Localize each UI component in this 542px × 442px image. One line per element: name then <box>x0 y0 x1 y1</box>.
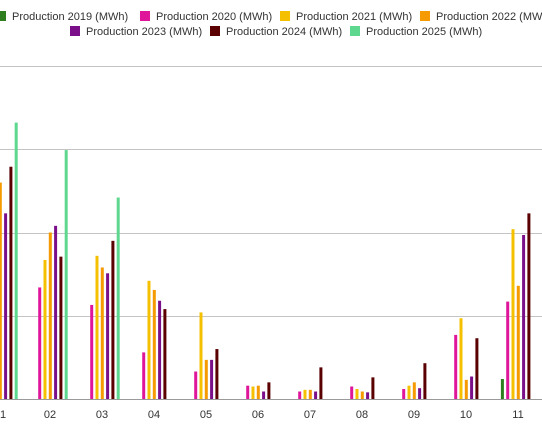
bar-02-3 <box>43 259 47 399</box>
legend-label: Production 2020 (MWh) <box>156 11 272 23</box>
legend-swatch <box>70 26 80 36</box>
legend-swatch <box>140 11 150 21</box>
bar-09-4 <box>412 382 416 399</box>
x-tick-label: 03 <box>96 409 108 421</box>
bar-05-3 <box>199 312 203 399</box>
bar-01-5 <box>4 213 8 399</box>
bar-03-4 <box>100 267 104 399</box>
bar-10-4 <box>464 379 468 399</box>
x-tick-label: 04 <box>148 409 160 421</box>
bar-06-4 <box>256 385 260 399</box>
bar-04-6 <box>163 309 167 399</box>
bar-09-2 <box>402 389 406 399</box>
bar-03-7 <box>116 197 120 399</box>
bar-05-4 <box>204 359 208 399</box>
bar-06-3 <box>251 386 255 399</box>
bar-05-2 <box>194 371 198 399</box>
bar-04-2 <box>142 352 146 399</box>
bar-06-5 <box>262 391 266 399</box>
legend-label: Production 2021 (MWh) <box>296 11 412 23</box>
bar-05-6 <box>215 349 219 399</box>
legend-item: Production 2024 (MWh) <box>210 26 342 38</box>
legend-swatch <box>420 11 430 21</box>
legend-label: Production 2019 (MWh) <box>12 11 128 23</box>
bar-10-6 <box>475 338 479 399</box>
bar-03-5 <box>106 273 110 399</box>
x-tick-label: 08 <box>356 409 368 421</box>
bar-08-3 <box>355 389 359 399</box>
bar-07-3 <box>303 389 307 399</box>
legend-item: Production 2019 (MWh) <box>0 11 128 23</box>
x-tick-label: 09 <box>408 409 420 421</box>
legend-label: Production 2023 (MWh) <box>86 26 202 38</box>
bar-11-6 <box>527 213 531 399</box>
bar-01-4 <box>0 182 2 399</box>
bar-09-5 <box>418 388 422 399</box>
bar-08-5 <box>366 392 370 399</box>
bar-04-3 <box>147 280 151 399</box>
x-tick-label: 07 <box>304 409 316 421</box>
x-tick-label: 10 <box>460 409 472 421</box>
bar-02-2 <box>38 287 42 399</box>
x-tick-label: 01 <box>0 409 6 421</box>
legend: Production 2019 (MWh) Production 2020 (MW… <box>0 11 542 38</box>
x-tick-labels: 01 02 03 04 05 06 07 08 09 10 11 <box>0 409 524 421</box>
bar-01-6 <box>9 166 13 399</box>
legend-item: Production 2021 (MWh) <box>280 11 412 23</box>
bars <box>0 122 531 400</box>
bar-07-6 <box>319 367 323 399</box>
bar-03-3 <box>95 255 99 399</box>
legend-item: Production 2023 (MWh) <box>70 26 202 38</box>
bar-10-3 <box>459 318 463 399</box>
legend-label: Production 2025 (MWh) <box>366 26 482 38</box>
legend-swatch <box>350 26 360 36</box>
bar-04-4 <box>152 289 156 399</box>
bar-09-6 <box>423 363 427 399</box>
bar-08-6 <box>371 377 375 399</box>
bar-06-6 <box>267 382 271 399</box>
bar-07-5 <box>314 391 318 399</box>
legend-item: Production 2025 (MWh) <box>350 26 482 38</box>
bar-11-5 <box>522 235 526 399</box>
bar-11-2 <box>506 301 510 399</box>
bar-04-5 <box>158 300 162 399</box>
bar-03-6 <box>111 240 115 399</box>
x-tick-label: 06 <box>252 409 264 421</box>
x-tick-label: 02 <box>44 409 56 421</box>
bar-02-4 <box>48 232 52 399</box>
bar-09-3 <box>407 385 411 399</box>
bar-02-7 <box>64 150 68 399</box>
bar-07-4 <box>308 389 312 399</box>
legend-item: Production 2020 (MWh) <box>140 11 272 23</box>
x-tick-label: 05 <box>200 409 212 421</box>
bar-03-2 <box>90 304 94 399</box>
bar-11-4 <box>516 285 520 399</box>
legend-swatch <box>0 11 6 21</box>
bar-06-2 <box>246 385 250 399</box>
x-tick-label: 11 <box>512 409 523 421</box>
bar-10-2 <box>454 334 458 399</box>
bar-10-5 <box>470 376 474 399</box>
bar-02-6 <box>59 256 63 399</box>
bar-08-2 <box>350 386 354 399</box>
legend-swatch <box>210 26 220 36</box>
legend-label: Production 2022 (MWh) <box>436 11 542 23</box>
bar-07-2 <box>298 391 302 399</box>
bar-08-4 <box>360 391 364 399</box>
bar-02-5 <box>54 225 58 399</box>
bar-01-7 <box>14 122 18 400</box>
legend-item: Production 2022 (MWh) <box>420 11 542 23</box>
bar-11-3 <box>511 229 515 399</box>
bar-05-5 <box>210 359 214 399</box>
bar-11-1 <box>500 379 504 399</box>
legend-swatch <box>280 11 290 21</box>
legend-label: Production 2024 (MWh) <box>226 26 342 38</box>
